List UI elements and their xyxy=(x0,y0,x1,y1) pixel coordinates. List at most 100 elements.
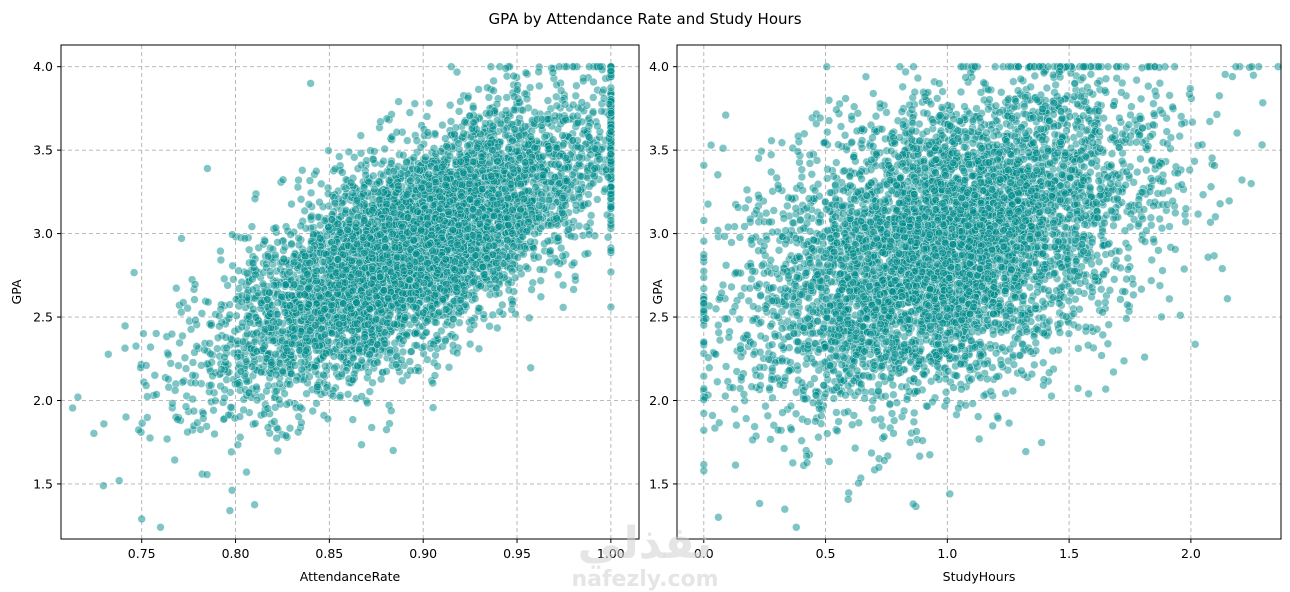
scatter-point xyxy=(322,383,332,392)
scatter-point xyxy=(357,392,366,401)
scatter-point xyxy=(247,222,257,231)
scatter-point xyxy=(584,230,594,239)
scatter-point xyxy=(245,245,254,254)
scatter-point xyxy=(365,387,374,396)
scatter-point xyxy=(264,381,273,390)
scatter-point xyxy=(513,253,522,262)
scatter-point xyxy=(534,67,543,77)
scatter-point xyxy=(190,280,200,289)
scatter-point xyxy=(423,355,432,364)
scatter-point xyxy=(121,412,131,422)
scatter-point xyxy=(485,322,494,331)
scatter-point xyxy=(452,67,462,77)
scatter-point xyxy=(405,357,414,366)
scatter-point xyxy=(510,125,519,134)
scatter-point xyxy=(222,375,231,384)
scatter-point xyxy=(191,316,200,325)
points-attendance xyxy=(68,62,616,532)
scatter-point xyxy=(131,341,141,351)
scatter-point xyxy=(180,353,190,362)
scatter-point xyxy=(330,164,340,174)
scatter-point xyxy=(175,338,184,348)
scatter-point xyxy=(275,359,285,368)
scatter-point xyxy=(178,331,187,341)
scatter-point xyxy=(503,236,512,245)
scatter-point xyxy=(446,101,455,110)
scatter-point xyxy=(463,93,473,103)
scatter-point xyxy=(368,378,377,387)
scatter-point xyxy=(526,363,535,372)
scatter-point xyxy=(474,344,484,353)
scatter-point xyxy=(162,434,172,444)
scatter-point xyxy=(249,304,258,314)
scatter-point xyxy=(250,500,259,509)
scatter-point xyxy=(216,246,225,256)
scatter-point xyxy=(172,284,181,293)
scatter-point xyxy=(430,371,440,380)
scatter-point xyxy=(387,159,396,168)
scatter-point xyxy=(204,297,213,307)
scatter-point xyxy=(558,131,567,140)
scatter-point xyxy=(422,112,432,121)
scatter-point xyxy=(357,356,366,365)
scatter-point xyxy=(68,403,77,413)
scatter-point xyxy=(521,68,531,78)
scatter-point xyxy=(273,309,282,319)
scatter-point xyxy=(524,217,533,227)
scatter-point xyxy=(369,171,378,180)
scatter-point xyxy=(274,395,284,404)
scatter-point xyxy=(167,329,177,339)
scatter-point xyxy=(280,389,289,398)
scatter-point xyxy=(296,403,305,412)
scatter-point xyxy=(474,85,483,94)
scatter-point xyxy=(527,285,536,294)
scatter-point xyxy=(248,258,258,268)
scatter-point xyxy=(540,132,549,142)
scatter-point xyxy=(207,358,216,367)
scatter-point xyxy=(209,406,218,415)
scatter-point xyxy=(335,393,345,402)
scatter-point xyxy=(186,325,196,334)
scatter-point xyxy=(305,176,315,185)
scatter-point xyxy=(595,155,604,164)
scatter-point xyxy=(99,419,109,429)
scatter-point xyxy=(403,136,412,145)
scatter-point xyxy=(536,276,545,285)
scatter-point xyxy=(535,81,544,91)
scatter-point xyxy=(448,341,458,350)
scatter-point xyxy=(424,170,433,179)
scatter-point xyxy=(227,486,237,495)
scatter-point xyxy=(227,447,236,457)
scatter-point xyxy=(432,331,441,340)
scatter-point xyxy=(265,288,274,297)
scatter-point xyxy=(330,363,339,373)
scatter-point xyxy=(272,386,281,396)
scatter-point xyxy=(275,379,284,388)
scatter-point xyxy=(225,300,234,309)
scatter-point xyxy=(221,333,231,342)
scatter-point xyxy=(183,427,192,437)
scatter-point xyxy=(281,431,291,440)
scatter-point xyxy=(233,440,243,449)
scatter-point xyxy=(177,234,186,243)
scatter-point xyxy=(356,149,366,158)
scatter-point xyxy=(213,344,222,353)
scatter-point xyxy=(583,199,593,208)
scatter-point xyxy=(188,371,197,380)
scatter-point xyxy=(302,389,311,398)
scatter-point xyxy=(120,344,130,353)
scatter-point xyxy=(315,198,324,207)
scatter-point xyxy=(278,175,288,184)
scatter-point xyxy=(348,415,357,424)
scatter-point xyxy=(197,361,206,370)
scatter-point xyxy=(486,62,496,71)
scatter-point xyxy=(219,415,228,424)
scatter-point xyxy=(321,361,330,371)
scatter-point xyxy=(599,85,608,95)
scatter-point xyxy=(287,199,296,209)
scatter-point xyxy=(555,62,564,71)
scatter-point xyxy=(271,349,280,359)
scatter-point xyxy=(139,329,148,338)
scatter-point xyxy=(178,378,187,387)
scatter-point xyxy=(181,402,191,411)
